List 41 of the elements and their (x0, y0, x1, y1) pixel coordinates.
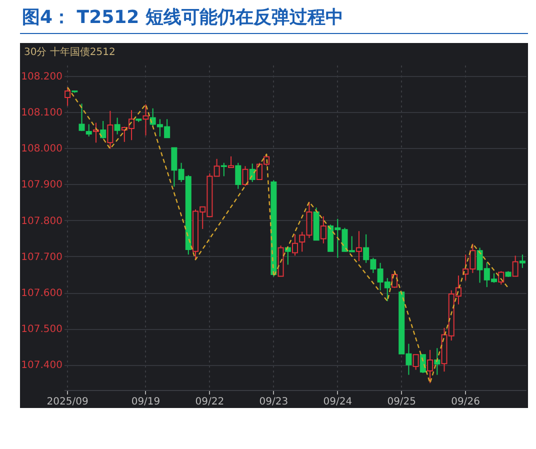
chart-title: 图4： T2512 短线可能仍在反弹过程中 (22, 6, 344, 29)
candlestick (512, 255, 518, 277)
candlestick (320, 216, 326, 244)
x-tick-label: 2025/09 (46, 396, 88, 408)
candlestick (284, 247, 291, 266)
candlestick (242, 166, 248, 186)
y-tick-label: 107.400 (21, 360, 62, 372)
y-tick-label: 107.600 (21, 288, 62, 299)
candlestick (412, 354, 419, 370)
x-tick-label: 09/23 (259, 396, 288, 408)
candlestick (64, 86, 71, 106)
candlestick (220, 162, 227, 177)
candlestick (228, 156, 234, 168)
candlestick (434, 348, 440, 376)
candlestick (92, 122, 99, 144)
candlestick (235, 162, 242, 190)
y-tick-label: 108.200 (21, 71, 62, 82)
candlestick (86, 124, 92, 137)
chart-subtitle: 30分 十年国债2512 (24, 46, 116, 58)
y-tick-label: 108.100 (21, 107, 62, 118)
x-tick-label: 09/22 (195, 396, 224, 408)
candlestick (78, 103, 85, 132)
x-tick-label: 09/19 (131, 396, 160, 408)
x-tick-label: 09/26 (451, 396, 480, 408)
y-tick-label: 107.500 (21, 324, 62, 336)
candlestick (100, 120, 106, 140)
y-tick-label: 107.900 (21, 180, 62, 191)
candlestick (519, 254, 526, 268)
y-tick-label: 107.700 (21, 252, 62, 263)
candlestick (292, 234, 298, 256)
candlestick (114, 117, 120, 135)
x-tick-label: 09/25 (387, 396, 416, 408)
candlestick (427, 349, 434, 384)
x-tick-label: 09/24 (323, 396, 352, 408)
candlestick (107, 110, 114, 150)
candlestick (498, 270, 504, 286)
y-tick-label: 107.800 (21, 216, 62, 227)
candlestick (356, 230, 362, 262)
y-tick-label: 108.000 (21, 144, 62, 155)
line-series (66, 86, 509, 384)
candlestick (142, 104, 149, 136)
